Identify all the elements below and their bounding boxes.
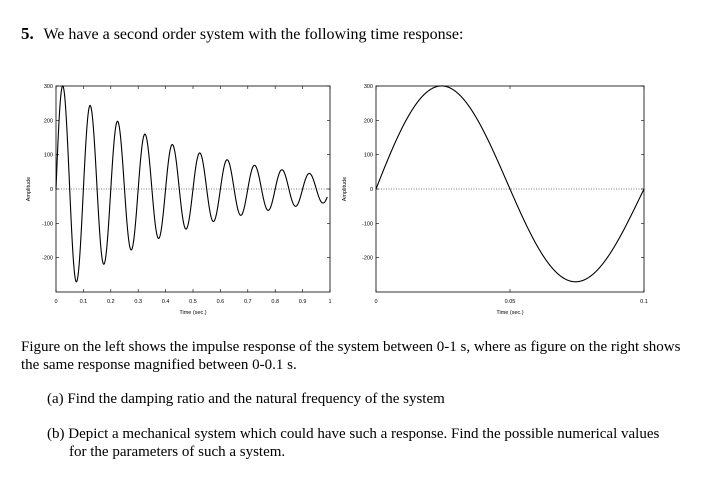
chart-left-full-response: 0 0.1 0.2 0.3 0.4 0.5 0.6 0.7 0.8 0.9 1 300 200 100 0 -… <box>26 84 332 316</box>
x-axis-label: Time (sec.) <box>179 310 206 316</box>
y-tick-label: -100 <box>362 221 373 227</box>
response-curve <box>55 85 328 283</box>
y-tick-label: 200 <box>44 118 53 124</box>
question-header: 5. We have a second order system with th… <box>21 24 463 44</box>
y-tick-label: -200 <box>362 256 373 262</box>
impulse-response-figures: 0 0.1 0.2 0.3 0.4 0.5 0.6 0.7 0.8 0.9 1 300 200 100 0 -… <box>26 84 648 316</box>
x-tick-label: 0.9 <box>299 299 307 305</box>
y-axis-label: Amplitude <box>26 177 32 201</box>
x-tick-label: 0.1 <box>640 299 648 305</box>
response-curve <box>375 85 645 283</box>
part-a: (a) Find the damping ratio and the natur… <box>47 390 677 408</box>
x-tick-label: 0.5 <box>189 299 197 305</box>
y-tick-label: -100 <box>42 221 53 227</box>
y-tick-label: 0 <box>50 187 53 193</box>
question-statement: We have a second order system with the f… <box>43 26 464 43</box>
part-b-label: (b) <box>47 426 65 442</box>
y-tick-label: 100 <box>44 153 53 159</box>
x-axis-label: Time (sec.) <box>496 310 523 316</box>
x-tick-label: 0.1 <box>80 299 88 305</box>
y-tick-label: 100 <box>364 153 373 159</box>
part-b-text: Depict a mechanical system which could h… <box>68 426 660 460</box>
part-a-text: Find the damping ratio and the natural f… <box>67 391 445 407</box>
x-tick-label: 0.8 <box>271 299 279 305</box>
figure-description: Figure on the left shows the impulse res… <box>21 339 681 373</box>
y-tick-label: -200 <box>42 256 53 262</box>
question-number: 5. <box>21 24 34 43</box>
y-tick-label: 300 <box>364 84 373 90</box>
x-tick-label: 0.3 <box>134 299 142 305</box>
x-tick-label: 0.4 <box>162 299 170 305</box>
part-b: (b) Depict a mechanical system which cou… <box>47 425 677 461</box>
x-tick-label: 0 <box>54 299 57 305</box>
chart-right-magnified-response: 0 0.05 0.1 300 200 100 0 -100 -200 Time (sec.) Amp… <box>342 84 648 316</box>
y-tick-label: 200 <box>364 118 373 124</box>
y-axis-label: Amplitude <box>342 177 348 201</box>
y-tick-label: 0 <box>370 187 373 193</box>
x-tick-label: 0.05 <box>505 299 516 305</box>
x-tick-label: 0 <box>374 299 377 305</box>
x-tick-label: 0.7 <box>244 299 252 305</box>
x-tick-label: 0.6 <box>217 299 225 305</box>
part-a-label: (a) <box>47 391 64 407</box>
plots-area: 0 0.1 0.2 0.3 0.4 0.5 0.6 0.7 0.8 0.9 1 300 200 100 0 -… <box>0 74 702 324</box>
x-tick-label: 0.2 <box>107 299 115 305</box>
y-tick-label: 300 <box>44 84 53 90</box>
x-tick-label: 1 <box>328 299 331 305</box>
